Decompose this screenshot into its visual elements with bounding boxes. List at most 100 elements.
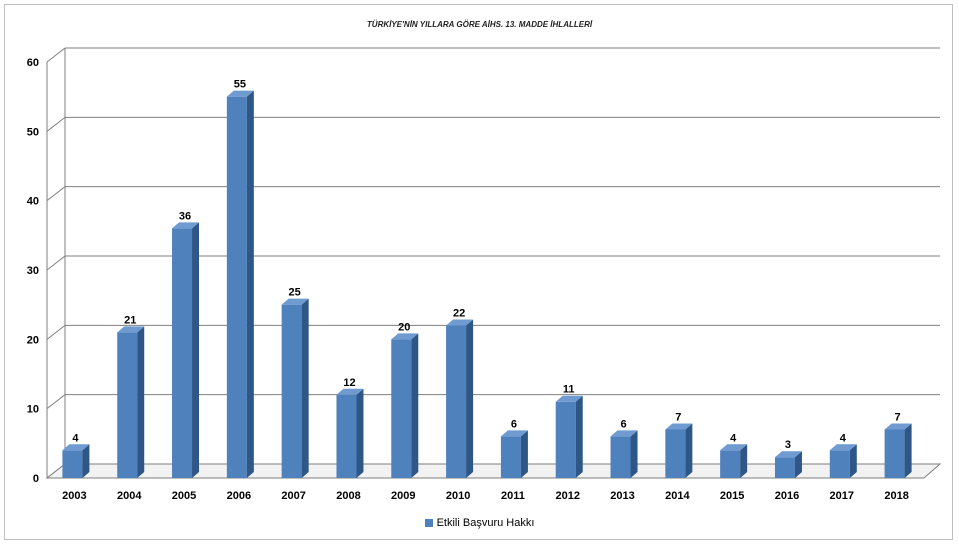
bar-top [62, 444, 90, 451]
bar-top [665, 423, 693, 430]
data-label: 6 [620, 418, 626, 430]
data-label: 4 [730, 432, 737, 444]
bar-top [281, 298, 309, 305]
x-tick-label: 2012 [555, 490, 579, 502]
axis-layer: 0 10 20 30 40 50 60 2003 2004 2005 2006 2007 2008 200… [27, 48, 942, 502]
bar-side [301, 298, 309, 478]
y-tick-label: 10 [27, 404, 39, 416]
bar-side [466, 319, 474, 478]
x-tick-label: 2005 [172, 490, 196, 502]
bar-top [555, 395, 583, 402]
label-layer: 4 21 36 55 25 12 20 22 6 11 6 7 4 3 4 7 [72, 79, 900, 452]
x-tick-label: 2018 [884, 490, 908, 502]
bar-side [740, 444, 748, 478]
x-tick-label: 2011 [501, 490, 525, 502]
bar [555, 401, 576, 478]
bar-layer [62, 90, 912, 479]
gridline-side [46, 255, 66, 271]
bar-side [192, 222, 200, 478]
bar-side [630, 430, 638, 478]
x-tick-label: 2009 [391, 490, 415, 502]
bar [226, 96, 247, 479]
gridline-side [46, 324, 66, 340]
x-tick-label: 2017 [830, 490, 854, 502]
bar [446, 325, 467, 478]
y-tick-label: 20 [27, 334, 39, 346]
bar [774, 457, 795, 478]
y-tick-label: 0 [33, 473, 39, 485]
bar [336, 394, 357, 478]
chart-frame [4, 4, 953, 540]
bar [62, 450, 83, 478]
bar [500, 436, 521, 478]
bar-side [246, 90, 254, 479]
x-tick-label: 2013 [610, 490, 634, 502]
data-label: 12 [343, 377, 355, 389]
bar [665, 429, 686, 478]
data-label: 55 [234, 79, 246, 91]
x-tick-label: 2010 [446, 490, 470, 502]
data-label: 22 [453, 307, 465, 319]
y-tick-label: 40 [27, 196, 39, 208]
data-label: 36 [179, 210, 191, 222]
bar-side [82, 444, 90, 478]
bar-side [411, 333, 419, 478]
chart-floor [45, 463, 942, 479]
bar [829, 450, 850, 478]
bar-side [794, 451, 802, 478]
data-label: 3 [785, 439, 791, 451]
bar-top [720, 444, 748, 451]
bar-top [172, 222, 200, 229]
x-tick-label: 2008 [336, 490, 360, 502]
legend: Etkili Başvuru Hakkı [0, 517, 959, 529]
bar-side [849, 444, 857, 478]
bar [172, 228, 193, 478]
x-tick-label: 2003 [62, 490, 86, 502]
gridline-side [46, 47, 66, 63]
bar-side [356, 388, 364, 478]
bar-side [575, 395, 583, 478]
bar [117, 332, 138, 478]
x-tick-label: 2015 [720, 490, 744, 502]
data-label: 7 [895, 411, 901, 423]
gridline-side [46, 116, 66, 132]
bar-top [336, 388, 364, 395]
bar-top [226, 90, 254, 97]
bar [884, 429, 905, 478]
gridline-side [46, 394, 66, 410]
x-tick-label: 2007 [281, 490, 305, 502]
bar [281, 304, 302, 478]
bar-top [446, 319, 474, 326]
bar [391, 339, 412, 478]
data-label: 4 [72, 432, 79, 444]
bar-top [610, 430, 638, 437]
bar-top [117, 326, 145, 333]
data-label: 20 [398, 321, 410, 333]
y-tick-label: 30 [27, 265, 39, 277]
x-tick-label: 2016 [775, 490, 799, 502]
legend-label: Etkili Başvuru Hakkı [436, 517, 535, 530]
bar-top [391, 333, 419, 340]
y-tick-label: 50 [27, 126, 39, 138]
chart-title: TÜRKİYE'NİN YILLARA GÖRE AİHS. 13. MADDE… [366, 20, 593, 29]
data-label: 11 [563, 384, 575, 396]
x-tick-label: 2004 [117, 490, 142, 502]
bar-side [904, 423, 912, 478]
bar-top [500, 430, 528, 437]
bar-side [137, 326, 145, 478]
bar-side [685, 423, 693, 478]
gridline-side [46, 186, 66, 202]
data-label: 6 [511, 418, 517, 430]
bar-top [774, 451, 802, 458]
bar-side [520, 430, 528, 478]
data-label: 7 [675, 411, 681, 423]
y-tick-label: 60 [27, 57, 39, 69]
bar [610, 436, 631, 478]
x-tick-label: 2014 [665, 490, 690, 502]
bar-top [829, 444, 857, 451]
bar-top [884, 423, 912, 430]
legend-swatch [424, 519, 433, 528]
data-label: 25 [289, 287, 301, 299]
data-label: 21 [124, 314, 136, 326]
